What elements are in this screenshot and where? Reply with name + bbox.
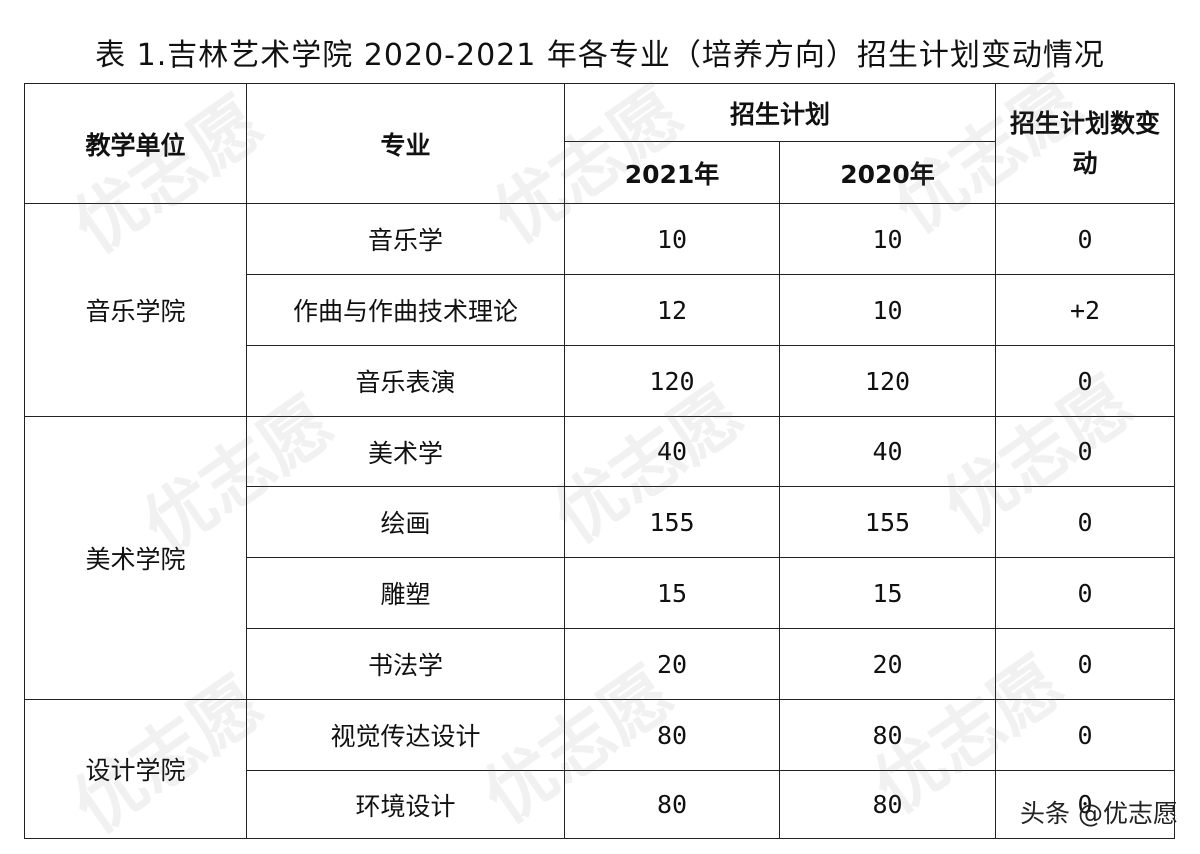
header-change: 招生计划数变动 xyxy=(995,83,1176,204)
plan-2020-cell: 20 xyxy=(778,628,997,700)
change-cell: 0 xyxy=(995,203,1176,275)
unit-cell: 音乐学院 xyxy=(24,203,247,417)
unit-cell: 美术学院 xyxy=(24,416,247,700)
header-year-2021: 2021年 xyxy=(564,141,780,204)
header-plan: 招生计划 xyxy=(563,83,997,142)
major-cell: 美术学 xyxy=(246,416,565,487)
plan-2021-cell: 80 xyxy=(564,699,780,771)
change-cell: 0 xyxy=(995,486,1176,558)
plan-2020-cell: 10 xyxy=(778,274,997,346)
change-cell: +2 xyxy=(995,274,1176,346)
plan-2020-cell: 120 xyxy=(778,345,997,417)
plan-2020-cell: 80 xyxy=(778,770,997,839)
enrollment-table: 教学单位 专业 招生计划 招生计划数变动 2021年 2020年 音乐学院 音乐… xyxy=(24,83,1176,839)
plan-2020-cell: 155 xyxy=(778,486,997,558)
major-cell: 音乐表演 xyxy=(246,345,565,417)
plan-2021-cell: 155 xyxy=(564,486,780,558)
major-cell: 视觉传达设计 xyxy=(246,699,565,771)
header-year-2020: 2020年 xyxy=(778,141,997,204)
plan-2021-cell: 12 xyxy=(564,274,780,346)
major-cell: 环境设计 xyxy=(246,770,565,839)
plan-2021-cell: 40 xyxy=(564,416,780,487)
major-cell: 音乐学 xyxy=(246,203,565,275)
table-title: 表 1.吉林艺术学院 2020-2021 年各专业（培养方向）招生计划变动情况 xyxy=(95,38,1105,73)
major-cell: 绘画 xyxy=(246,486,565,558)
plan-2021-cell: 120 xyxy=(564,345,780,417)
plan-2021-cell: 15 xyxy=(564,557,780,629)
plan-2021-cell: 20 xyxy=(564,628,780,700)
unit-cell: 设计学院 xyxy=(24,699,247,839)
plan-2021-cell: 80 xyxy=(564,770,780,839)
major-cell: 作曲与作曲技术理论 xyxy=(246,274,565,346)
change-cell: 0 xyxy=(995,345,1176,417)
plan-2021-cell: 10 xyxy=(564,203,780,275)
plan-2020-cell: 40 xyxy=(778,416,997,487)
plan-2020-cell: 10 xyxy=(778,203,997,275)
plan-2020-cell: 15 xyxy=(778,557,997,629)
change-cell: 0 xyxy=(995,557,1176,629)
change-cell: 0 xyxy=(995,628,1176,700)
major-cell: 雕塑 xyxy=(246,557,565,629)
header-change-label: 招生计划数变动 xyxy=(1010,108,1161,178)
source-credit: 头条 @优志愿 xyxy=(1020,799,1178,828)
major-cell: 书法学 xyxy=(246,628,565,700)
plan-2020-cell: 80 xyxy=(778,699,997,771)
change-cell: 0 xyxy=(995,416,1176,487)
change-cell: 0 xyxy=(995,699,1176,771)
header-major: 专业 xyxy=(246,83,565,204)
change-cell: 0 xyxy=(995,770,1176,839)
header-unit: 教学单位 xyxy=(24,83,247,204)
